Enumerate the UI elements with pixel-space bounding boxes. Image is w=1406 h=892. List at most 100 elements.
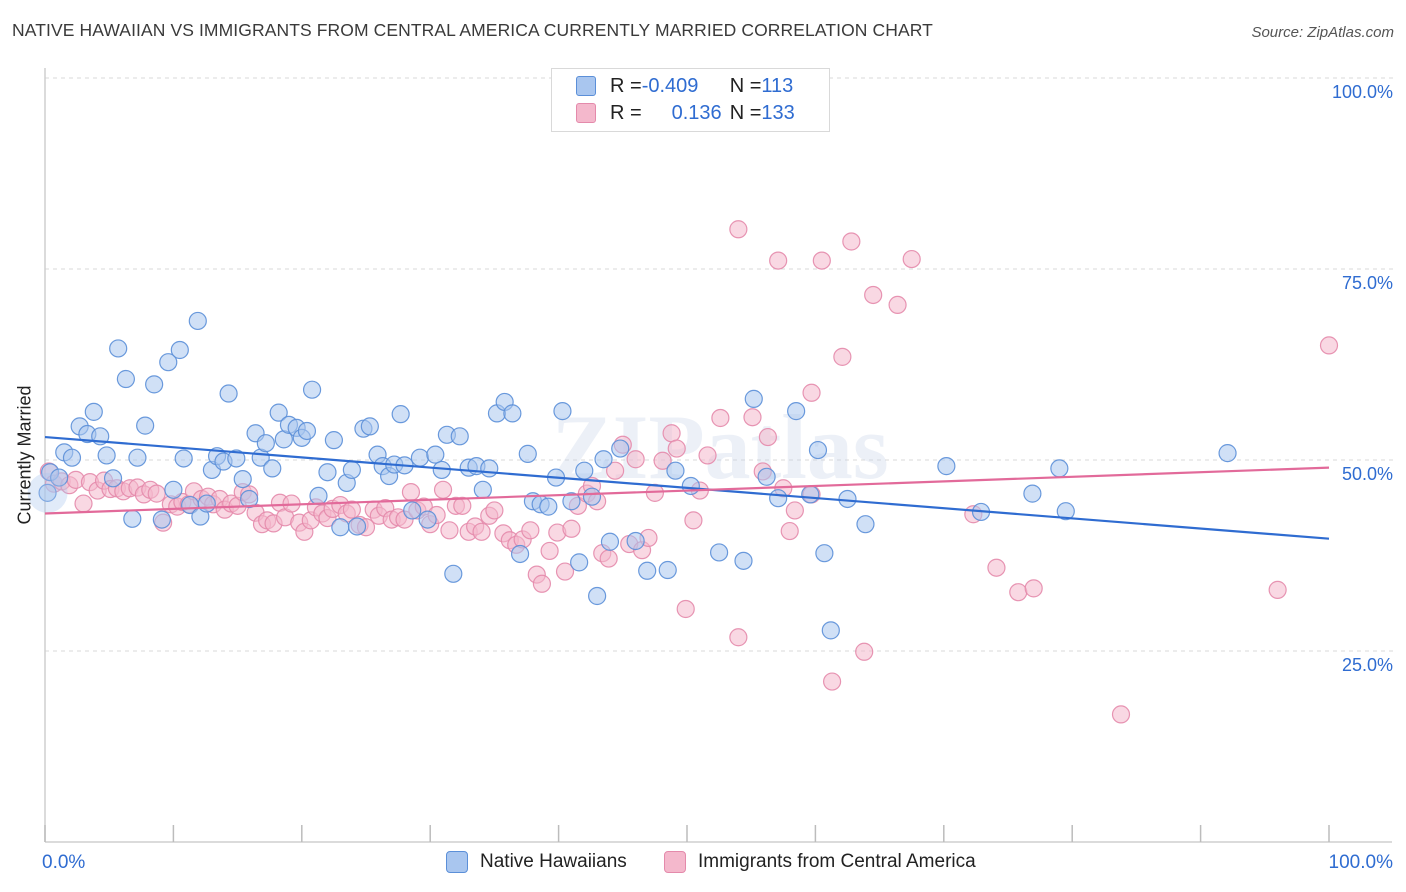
point-native-hawaiians [658, 560, 677, 580]
point-immigrants [485, 501, 504, 520]
point-immigrants [785, 501, 804, 520]
point-native-hawaiians [709, 543, 729, 562]
point-immigrants [987, 558, 1006, 577]
blue-swatch-icon [446, 851, 468, 873]
point-native-hawaiians [787, 402, 806, 421]
point-native-hawaiians [1023, 484, 1042, 503]
y-tick-label: 100.0% [1332, 82, 1393, 102]
y-tick-labels: 25.0% 50.0% 75.0% 100.0% [1332, 82, 1393, 675]
point-native-hawaiians [450, 427, 469, 446]
correlation-legend: R = -0.409 N = 113 R = 0.136 N = 133 [551, 68, 830, 132]
point-immigrants [802, 383, 821, 402]
point-native-hawaiians [152, 510, 171, 529]
point-native-hawaiians [123, 509, 142, 528]
point-native-hawaiians [227, 449, 246, 468]
point-native-hawaiians [575, 461, 594, 480]
point-immigrants [864, 285, 883, 305]
point-immigrants [605, 461, 625, 480]
axes [44, 68, 1392, 843]
legend-row-immigrants: R = 0.136 N = 133 [576, 100, 795, 126]
point-native-hawaiians [838, 489, 857, 509]
point-native-hawaiians [331, 518, 350, 537]
legend-label: Native Hawaiians [480, 851, 627, 872]
y-axis-label-wrap: Currently Married [5, 340, 45, 570]
grid-lines [45, 77, 1395, 652]
point-native-hawaiians [480, 459, 499, 478]
point-native-hawaiians [808, 440, 828, 460]
point-immigrants [433, 480, 453, 499]
point-immigrants [729, 220, 748, 239]
point-native-hawaiians [263, 459, 282, 478]
point-immigrants [822, 672, 842, 691]
n-value: 113 [761, 74, 794, 97]
point-native-hawaiians [302, 380, 322, 399]
point-native-hawaiians [510, 544, 530, 564]
point-native-hawaiians [769, 489, 788, 508]
point-immigrants [1009, 583, 1028, 602]
legend-item-immigrants[interactable]: Immigrants from Central America [664, 851, 976, 873]
pink-swatch-icon [664, 851, 686, 873]
y-tick-label: 75.0% [1342, 273, 1393, 293]
point-native-hawaiians [109, 339, 128, 358]
point-immigrants [698, 446, 717, 465]
point-native-hawaiians [594, 450, 613, 469]
point-native-hawaiians [342, 460, 361, 480]
point-immigrants [855, 642, 874, 661]
point-native-hawaiians [503, 404, 522, 423]
point-native-hawaiians [256, 434, 275, 453]
point-immigrants [472, 522, 491, 541]
point-native-hawaiians [856, 515, 875, 534]
point-native-hawaiians [116, 369, 135, 389]
point-native-hawaiians [666, 461, 685, 480]
x-axis-min-label: 0.0% [42, 852, 86, 873]
point-native-hawaiians [937, 457, 956, 476]
point-immigrants [667, 439, 686, 458]
point-native-hawaiians [170, 340, 189, 360]
point-immigrants [743, 408, 762, 427]
y-tick-label: 50.0% [1342, 464, 1393, 484]
point-immigrants [147, 484, 166, 503]
point-immigrants [342, 500, 361, 519]
point-native-hawaiians [403, 501, 422, 520]
point-native-hawaiians [391, 405, 410, 424]
point-native-hawaiians [588, 586, 607, 606]
blue-swatch-icon [576, 76, 596, 96]
point-native-hawaiians [553, 402, 572, 421]
x-axis-max-label: 100.0% [1328, 852, 1393, 873]
point-native-hawaiians [815, 544, 834, 563]
point-immigrants [769, 251, 788, 270]
point-immigrants [812, 251, 831, 270]
point-immigrants [1319, 336, 1339, 355]
point-immigrants [758, 427, 777, 447]
point-native-hawaiians [50, 468, 69, 487]
point-native-hawaiians [269, 403, 288, 422]
point-native-hawaiians [821, 621, 840, 640]
point-native-hawaiians [347, 517, 367, 536]
point-native-hawaiians [611, 439, 630, 458]
point-native-hawaiians [582, 487, 602, 506]
point-native-hawaiians [473, 480, 492, 499]
legend-label: Immigrants from Central America [698, 851, 976, 872]
point-immigrants [833, 347, 852, 366]
trend-line-native-hawaiians [44, 435, 1330, 540]
point-immigrants [1024, 579, 1043, 598]
point-native-hawaiians [136, 416, 155, 435]
y-tick-label: 25.0% [1342, 655, 1393, 675]
point-immigrants [902, 249, 921, 269]
point-native-hawaiians [1050, 459, 1069, 478]
point-immigrants [540, 541, 559, 561]
point-native-hawaiians [626, 531, 645, 551]
point-native-hawaiians [360, 417, 379, 436]
point-immigrants [562, 519, 581, 538]
r-label: R = [610, 101, 642, 124]
point-immigrants [676, 599, 695, 619]
point-native-hawaiians [84, 402, 103, 421]
chart-title: NATIVE HAWAIIAN VS IMMIGRANTS FROM CENTR… [12, 20, 933, 40]
r-value: 0.136 [671, 101, 722, 124]
point-native-hawaiians [233, 470, 252, 489]
legend-item-native-hawaiians[interactable]: Native Hawaiians [446, 851, 627, 873]
point-native-hawaiians [444, 564, 463, 583]
series-legend: Native Hawaiians Immigrants from Central… [0, 851, 1406, 879]
point-immigrants [888, 295, 907, 315]
